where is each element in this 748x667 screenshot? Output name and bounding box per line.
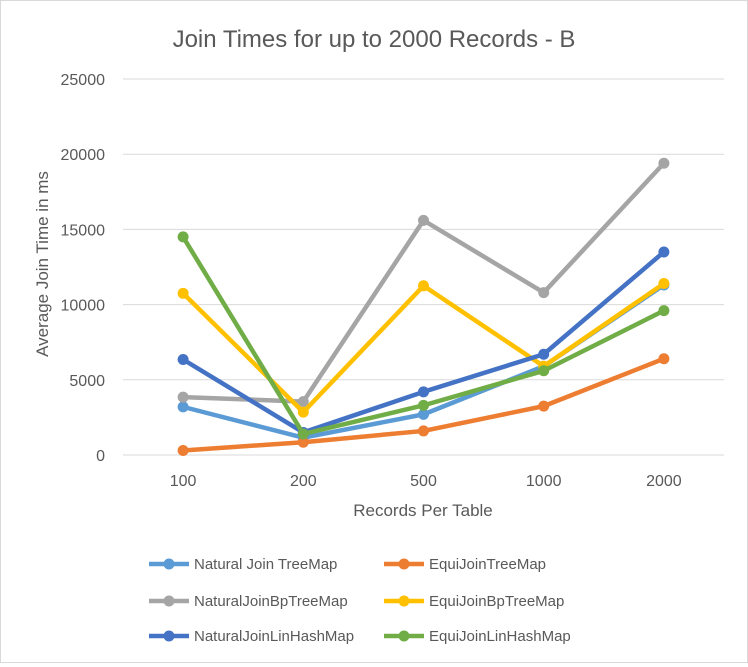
series-2	[177, 157, 670, 408]
y-axis-ticks: 0 5000 10000 15000 20000 25000	[61, 72, 106, 465]
chart-title: Join Times for up to 2000 Records - B	[173, 26, 576, 53]
legend-swatch-marker	[398, 595, 410, 607]
data-point	[177, 401, 189, 413]
series-group	[177, 157, 670, 456]
data-point	[418, 399, 429, 411]
data-point	[297, 406, 309, 418]
legend-item: EquiJoinLinHashMap	[384, 628, 571, 645]
y-tick-label: 25000	[61, 72, 106, 89]
legend-label: Natural Join TreeMap	[194, 556, 337, 573]
legend-swatch-marker	[163, 558, 175, 570]
data-point	[177, 444, 189, 456]
x-tick-label: 1000	[526, 473, 562, 490]
legend-swatch-marker	[163, 630, 175, 642]
data-point	[538, 287, 550, 299]
data-point	[418, 214, 429, 226]
legend-label: NaturalJoinLinHashMap	[194, 628, 354, 645]
legend-label: EquiJoinBpTreeMap	[429, 593, 564, 610]
data-point	[418, 280, 429, 292]
legend-item: NaturalJoinLinHashMap	[149, 628, 354, 645]
y-tick-label: 15000	[61, 222, 106, 239]
data-point	[418, 386, 429, 398]
legend-label: NaturalJoinBpTreeMap	[194, 593, 348, 610]
data-point	[658, 305, 670, 317]
legend-label: EquiJoinLinHashMap	[429, 628, 571, 645]
data-point	[297, 396, 309, 408]
legend-item: Natural Join TreeMap	[149, 556, 337, 573]
x-tick-label: 200	[290, 473, 317, 490]
data-point	[177, 391, 189, 403]
legend-item: EquiJoinTreeMap	[384, 556, 546, 573]
legend-label: EquiJoinTreeMap	[429, 556, 546, 573]
x-axis-title: Records Per Table	[353, 501, 493, 520]
x-axis-ticks: 100 200 500 1000 2000	[170, 473, 682, 490]
data-point	[177, 231, 189, 243]
legend-item: EquiJoinBpTreeMap	[384, 593, 564, 610]
y-tick-label: 0	[96, 448, 105, 465]
data-point	[658, 157, 670, 169]
data-point	[297, 436, 309, 448]
data-point	[538, 365, 550, 377]
data-point	[658, 246, 670, 258]
legend-swatch-marker	[163, 595, 175, 607]
y-tick-label: 5000	[69, 373, 105, 390]
y-tick-label: 10000	[61, 298, 106, 315]
data-point	[177, 353, 189, 365]
legend-swatch-marker	[398, 630, 410, 642]
legend-swatch-marker	[398, 558, 410, 570]
series-1	[177, 353, 670, 456]
data-point	[418, 425, 429, 437]
x-tick-label: 100	[170, 473, 197, 490]
data-point	[538, 348, 550, 360]
data-point	[538, 400, 550, 412]
data-point	[418, 408, 429, 420]
data-point	[658, 278, 670, 290]
data-point	[658, 353, 670, 365]
y-axis-title: Average Join Time in ms	[33, 171, 52, 357]
series-5	[177, 231, 670, 440]
x-tick-label: 2000	[646, 473, 682, 490]
legend: Natural Join TreeMap EquiJoinTreeMap Natur…	[149, 556, 571, 645]
legend-item: NaturalJoinBpTreeMap	[149, 593, 348, 610]
y-tick-label: 20000	[61, 147, 106, 164]
data-point	[297, 428, 309, 440]
x-tick-label: 500	[410, 473, 437, 490]
data-point	[177, 287, 189, 299]
